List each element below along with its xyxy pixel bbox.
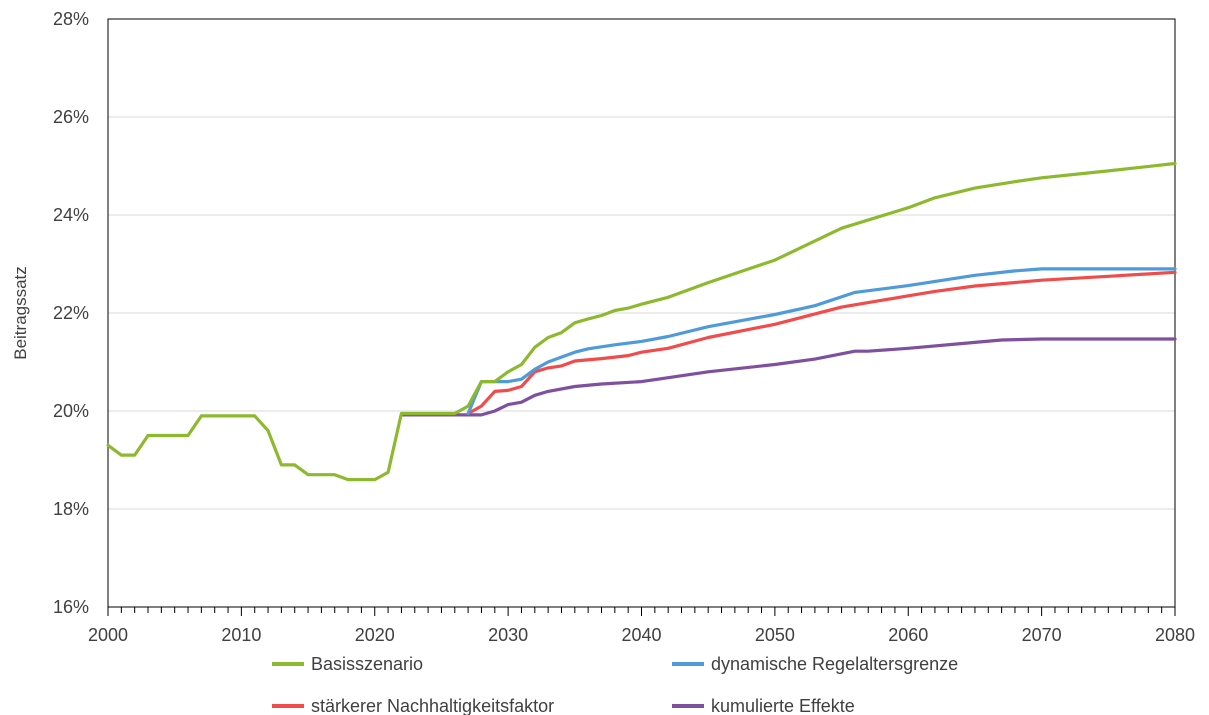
x-ticks <box>107 607 1176 616</box>
series-line <box>399 337 1177 417</box>
legend-label: Basisszenario <box>311 654 423 674</box>
y-tick-label: 18% <box>53 499 89 519</box>
y-tick-label: 24% <box>53 205 89 225</box>
y-tick-label: 20% <box>53 401 89 421</box>
y-axis-title: Beitragssatz <box>11 266 30 360</box>
x-tick-label: 2000 <box>88 625 128 645</box>
series-lines <box>106 161 1177 482</box>
x-tick-label: 2030 <box>488 625 528 645</box>
x-tick-label: 2010 <box>221 625 261 645</box>
x-tick-label: 2060 <box>888 625 928 645</box>
y-tick-label: 22% <box>53 303 89 323</box>
y-tick-label: 26% <box>53 107 89 127</box>
y-tick-labels: 16% 18% 20% 22% 24% 26% 28% <box>53 9 89 617</box>
x-tick-label: 2070 <box>1022 625 1062 645</box>
series-line <box>466 270 1177 416</box>
x-tick-label: 2080 <box>1155 625 1195 645</box>
gridlines <box>108 116 1175 510</box>
legend-label: kumulierte Effekte <box>711 696 855 715</box>
x-tick-label: 2020 <box>355 625 395 645</box>
y-tick-label: 16% <box>53 597 89 617</box>
legend-label: stärkerer Nachhaltigkeitsfaktor <box>311 696 554 715</box>
x-tick-labels: 2000 2010 2020 2030 2040 2050 2060 2070 2080 <box>88 625 1195 645</box>
x-tick-label: 2050 <box>755 625 795 645</box>
legend: Basisszenario dynamische Regelaltersgrenz… <box>272 654 958 715</box>
x-tick-label: 2040 <box>621 625 661 645</box>
series-line <box>466 267 1177 416</box>
y-tick-label: 28% <box>53 9 89 29</box>
series-line <box>106 161 1177 482</box>
legend-label: dynamische Regelaltersgrenze <box>711 654 958 674</box>
